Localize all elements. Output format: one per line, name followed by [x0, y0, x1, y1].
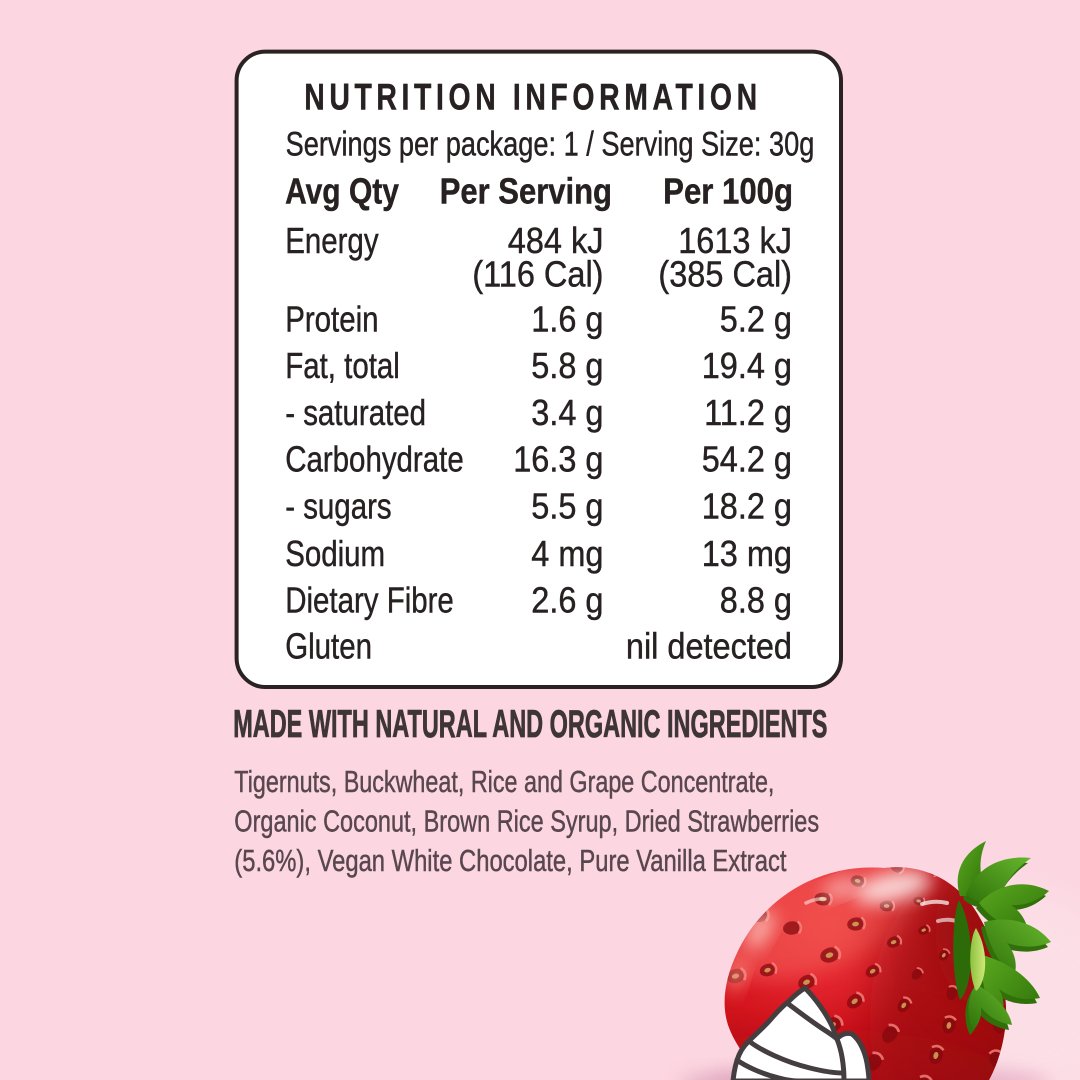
svg-text:4 mg: 4 mg	[531, 534, 603, 574]
svg-text:484 kJ: 484 kJ	[508, 222, 604, 262]
svg-text:Servings per package: 1 / Serv: Servings per package: 1 / Serving Size: …	[286, 124, 815, 163]
svg-text:Protein: Protein	[285, 300, 378, 341]
svg-text:5.5 g: 5.5 g	[531, 487, 603, 527]
svg-text:8.8 g: 8.8 g	[720, 581, 792, 621]
svg-text:- saturated: - saturated	[285, 393, 426, 434]
svg-text:1.6 g: 1.6 g	[531, 300, 603, 340]
svg-text:Per Serving: Per Serving	[440, 171, 612, 212]
svg-text:Energy: Energy	[285, 221, 379, 262]
svg-text:- sugars: - sugars	[285, 487, 391, 528]
svg-text:Carbohydrate: Carbohydrate	[285, 440, 464, 481]
svg-text:nil detected: nil detected	[626, 627, 792, 667]
svg-text:Fat, total: Fat, total	[285, 346, 400, 387]
svg-text:13 mg: 13 mg	[702, 534, 792, 574]
svg-text:Per 100g: Per 100g	[663, 171, 793, 212]
svg-text:(116 Cal): (116 Cal)	[472, 255, 603, 295]
svg-text:Tigernuts, Buckwheat, Rice and: Tigernuts, Buckwheat, Rice and Grape Con…	[234, 765, 774, 799]
svg-text:54.2 g: 54.2 g	[702, 440, 792, 480]
svg-text:3.4 g: 3.4 g	[531, 393, 603, 433]
svg-text:18.2 g: 18.2 g	[702, 487, 792, 527]
svg-text:1613 kJ: 1613 kJ	[678, 222, 792, 262]
svg-text:5.8 g: 5.8 g	[531, 346, 603, 386]
svg-text:(385 Cal): (385 Cal)	[658, 255, 792, 295]
svg-text:5.2 g: 5.2 g	[720, 300, 792, 340]
svg-text:Organic Coconut, Brown Rice Sy: Organic Coconut, Brown Rice Syrup, Dried…	[234, 805, 819, 838]
svg-text:11.2 g: 11.2 g	[704, 393, 792, 433]
svg-text:Dietary Fibre: Dietary Fibre	[285, 580, 454, 621]
svg-text:Gluten: Gluten	[285, 627, 372, 668]
svg-text:16.3 g: 16.3 g	[513, 440, 603, 480]
svg-text:MADE WITH NATURAL AND ORGANIC: MADE WITH NATURAL AND ORGANIC INGREDIENT…	[233, 702, 827, 745]
svg-text:Avg Qty: Avg Qty	[285, 172, 399, 212]
svg-text:2.6 g: 2.6 g	[531, 581, 603, 621]
svg-text:Sodium: Sodium	[285, 534, 385, 575]
svg-text:NUTRITION INFORMATION: NUTRITION INFORMATION	[304, 76, 762, 117]
svg-text:(5.6%), Vegan White Chocolate,: (5.6%), Vegan White Chocolate, Pure Vani…	[234, 843, 787, 877]
svg-text:19.4 g: 19.4 g	[702, 346, 792, 386]
